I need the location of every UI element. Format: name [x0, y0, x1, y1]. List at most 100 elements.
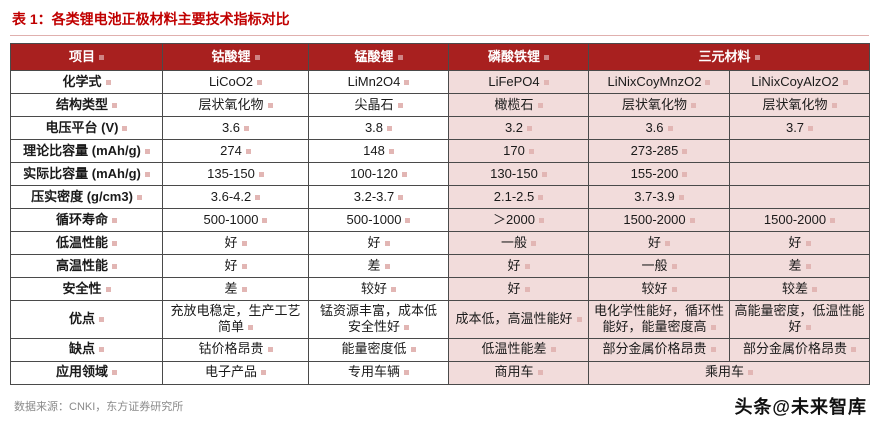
row-safety: 安全性 差 较好 好 较好 较差 — [10, 277, 871, 301]
cell: 一般 — [448, 231, 589, 255]
cell — [728, 162, 871, 186]
cell: LiNixCoyMnzO2 — [588, 70, 730, 94]
row-application-field: 应用领域 电子产品 专用车辆 商用车 乘用车 — [10, 360, 871, 385]
cell: 差 — [308, 254, 449, 278]
cell: 成本低，高温性能好 — [448, 300, 589, 339]
cell: 电化学性能好，循环性能好，能量密度高 — [588, 300, 730, 339]
cell: 3.2 — [448, 116, 589, 140]
watermark: 头条@未来智库 — [734, 396, 867, 417]
cell: LiFePO4 — [448, 70, 589, 94]
cell: ＞2000 — [448, 208, 589, 232]
cell: 3.7-3.9 — [588, 185, 730, 209]
cell: 部分金属价格昂贵 — [588, 337, 730, 362]
row-low-temp-performance: 低温性能 好 好 一般 好 好 — [10, 231, 871, 255]
cell: 低温性能差 — [448, 337, 589, 362]
col-header-lfp: 磷酸铁锂 — [448, 43, 589, 71]
row-advantages: 优点 充放电稳定，生产工艺简单 锰资源丰富，成本低 安全性好 成本低，高温性能好… — [10, 300, 871, 339]
row-label: 应用领域 — [10, 360, 163, 385]
cell: 好 — [448, 277, 589, 301]
cell: 273-285 — [588, 139, 730, 163]
row-label: 缺点 — [10, 337, 163, 362]
cell: 较好 — [588, 277, 730, 301]
cell: 好 — [308, 231, 449, 255]
header-row: 项目 钴酸锂 锰酸锂 磷酸铁锂 三元材料 — [10, 43, 871, 71]
cell: 一般 — [588, 254, 730, 278]
row-label: 循环寿命 — [10, 208, 163, 232]
cell: 商用车 — [448, 360, 589, 385]
row-label: 化学式 — [10, 70, 163, 94]
comparison-table: 项目 钴酸锂 锰酸锂 磷酸铁锂 三元材料 化学式 LiCoO2 LiMn2O4 … — [10, 43, 871, 385]
cell: 155-200 — [588, 162, 730, 186]
col-header-lmo: 锰酸锂 — [308, 43, 449, 71]
row-label: 优点 — [10, 300, 163, 339]
cell: 1500-2000 — [588, 208, 730, 232]
row-label: 理论比容量 (mAh/g) — [10, 139, 163, 163]
cell: 130-150 — [448, 162, 589, 186]
col-header-ternary: 三元材料 — [587, 43, 871, 71]
row-structure-type: 结构类型 层状氧化物 尖晶石 橄榄石 层状氧化物 层状氧化物 — [10, 93, 871, 117]
cell: 差 — [162, 277, 309, 301]
cell: 3.7 — [728, 116, 871, 140]
cell: 钴价格昂贵 — [162, 337, 309, 362]
row-label: 压实密度 (g/cm3) — [10, 185, 163, 209]
cell: 500-1000 — [308, 208, 449, 232]
row-label: 安全性 — [10, 277, 163, 301]
cell: 好 — [448, 254, 589, 278]
cell: 层状氧化物 — [728, 93, 871, 117]
cell: 橄榄石 — [448, 93, 589, 117]
cell: 层状氧化物 — [588, 93, 730, 117]
report-page: 表 1：各类锂电池正极材料主要技术指标对比 项目 钴酸锂 锰酸锂 磷酸铁锂 三元… — [0, 0, 879, 419]
col-header-item: 项目 — [10, 43, 163, 71]
cell: 148 — [308, 139, 449, 163]
cell: 专用车辆 — [308, 360, 449, 385]
row-label: 实际比容量 (mAh/g) — [10, 162, 163, 186]
cell: 135-150 — [162, 162, 309, 186]
cell: 层状氧化物 — [162, 93, 309, 117]
cell: 好 — [728, 231, 871, 255]
data-source: 数据来源：CNKI，东方证券研究所 — [14, 400, 184, 413]
cell: 3.2-3.7 — [308, 185, 449, 209]
cell: 500-1000 — [162, 208, 309, 232]
cell: 100-120 — [308, 162, 449, 186]
row-high-temp-performance: 高温性能 好 差 好 一般 差 — [10, 254, 871, 278]
cell: 3.6-4.2 — [162, 185, 309, 209]
cell: LiNixCoyAlzO2 — [728, 70, 871, 94]
cell: 高能量密度，低温性能好 — [728, 300, 871, 339]
cell: 尖晶石 — [308, 93, 449, 117]
table-title: 表 1：各类锂电池正极材料主要技术指标对比 — [10, 7, 869, 36]
cell: 170 — [448, 139, 589, 163]
cell: LiMn2O4 — [308, 70, 449, 94]
cell: 能量密度低 — [308, 337, 449, 362]
cell: 较好 — [308, 277, 449, 301]
cell: 差 — [728, 254, 871, 278]
cell: 充放电稳定，生产工艺简单 — [162, 300, 309, 339]
cell: 2.1-2.5 — [448, 185, 589, 209]
cell: 3.6 — [588, 116, 730, 140]
row-label: 电压平台 (V) — [10, 116, 163, 140]
cell: 部分金属价格昂贵 — [728, 337, 871, 362]
row-theoretical-capacity: 理论比容量 (mAh/g) 274 148 170 273-285 — [10, 139, 871, 163]
row-cycle-life: 循环寿命 500-1000 500-1000 ＞2000 1500-2000 1… — [10, 208, 871, 232]
row-label: 高温性能 — [10, 254, 163, 278]
cell: 好 — [162, 254, 309, 278]
row-compaction-density: 压实密度 (g/cm3) 3.6-4.2 3.2-3.7 2.1-2.5 3.7… — [10, 185, 871, 209]
cell: 锰资源丰富，成本低 安全性好 — [308, 300, 449, 339]
cell: 3.6 — [162, 116, 309, 140]
cell: 274 — [162, 139, 309, 163]
row-label: 结构类型 — [10, 93, 163, 117]
cell: 好 — [588, 231, 730, 255]
cell: 电子产品 — [162, 360, 309, 385]
cell: 好 — [162, 231, 309, 255]
row-actual-capacity: 实际比容量 (mAh/g) 135-150 100-120 130-150 15… — [10, 162, 871, 186]
cell: LiCoO2 — [162, 70, 309, 94]
footer: 数据来源：CNKI，东方证券研究所 头条@未来智库 — [10, 385, 869, 419]
cell — [728, 139, 871, 163]
cell — [728, 185, 871, 209]
cell: 较差 — [728, 277, 871, 301]
cell: 3.8 — [308, 116, 449, 140]
row-voltage-platform: 电压平台 (V) 3.6 3.8 3.2 3.6 3.7 — [10, 116, 871, 140]
cell: 1500-2000 — [728, 208, 871, 232]
col-header-lco: 钴酸锂 — [162, 43, 309, 71]
row-chemical-formula: 化学式 LiCoO2 LiMn2O4 LiFePO4 LiNixCoyMnzO2… — [10, 70, 871, 94]
row-label: 低温性能 — [10, 231, 163, 255]
